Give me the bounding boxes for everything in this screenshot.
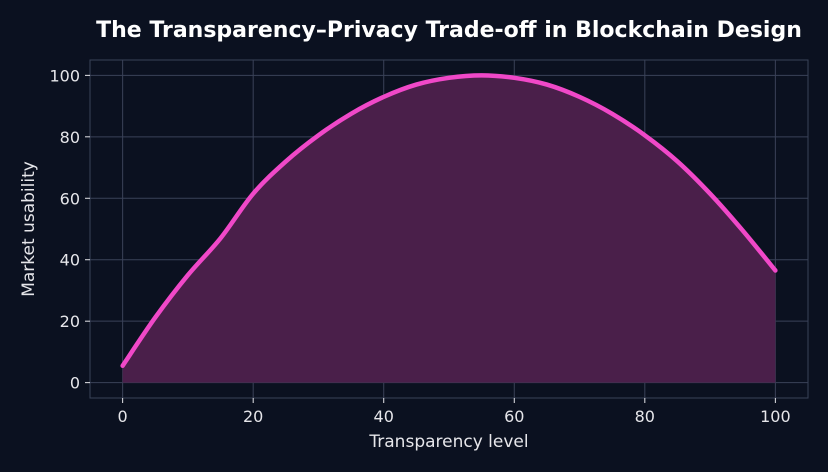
chart-title: The Transparency–Privacy Trade-off in Bl… <box>96 18 802 43</box>
y-tick-label-1: 20 <box>60 312 80 331</box>
area-fill <box>122 75 776 383</box>
series-line <box>120 73 778 368</box>
y-tick-label-4: 80 <box>60 128 80 147</box>
x-tick-label-4: 80 <box>635 407 655 426</box>
x-axis-ticks: 0 20 40 60 80 100 <box>118 398 791 426</box>
x-tick-label-0: 0 <box>118 407 128 426</box>
x-tick-label-2: 40 <box>374 407 394 426</box>
y-axis-label: Market usability <box>19 161 39 297</box>
x-tick-label-3: 60 <box>504 407 524 426</box>
y-tick-label-5: 100 <box>49 66 80 85</box>
area-fill-layer <box>122 75 776 383</box>
y-tick-label-0: 0 <box>70 374 80 393</box>
line-layer <box>120 73 778 368</box>
x-tick-label-5: 100 <box>760 407 791 426</box>
x-axis-label: Transparency level <box>368 432 528 452</box>
y-axis-ticks: 0 20 40 60 80 100 <box>49 66 90 393</box>
y-tick-label-3: 60 <box>60 189 80 208</box>
x-tick-label-1: 20 <box>243 407 263 426</box>
y-tick-label-2: 40 <box>60 251 80 270</box>
